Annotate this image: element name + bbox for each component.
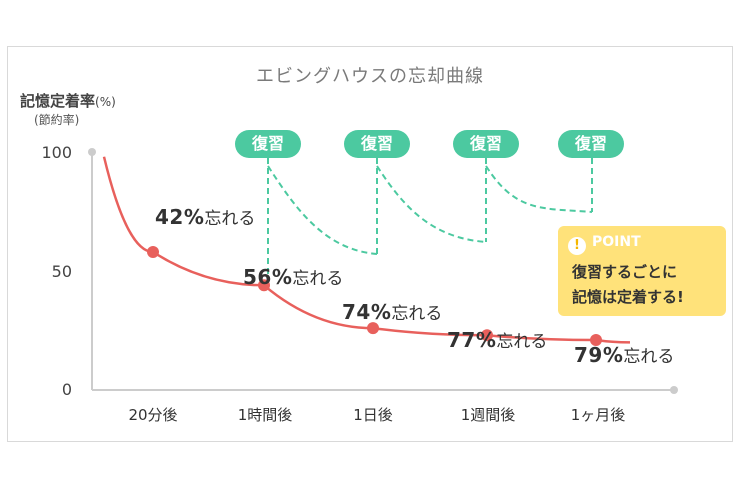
exclamation-icon: ! — [568, 237, 586, 255]
data-point-4 — [481, 329, 493, 342]
point-callout: ! POINT 復習するごとに 記憶は定着する! — [558, 226, 726, 316]
x-tick-1hour: 1時間後 — [237, 406, 293, 424]
forget-text-5: 忘れる — [623, 347, 675, 367]
review-dashed-curve-3 — [485, 165, 593, 213]
point-line-1: 復習するごとに — [572, 263, 678, 281]
forget-label-2: 56%忘れる — [243, 264, 343, 289]
x-tick-1month: 1ヶ月後 — [570, 406, 626, 424]
point-body: 復習するごとに 記憶は定着する! — [572, 260, 684, 310]
point-heading-text: POINT — [592, 234, 641, 250]
review-badge-3: 復習 — [453, 130, 519, 158]
x-tick-1day: 1日後 — [353, 406, 393, 424]
forget-label-5: 79%忘れる — [574, 342, 674, 367]
forget-label-1: 42%忘れる — [155, 204, 255, 229]
y-axis-end-dot — [88, 148, 96, 156]
y-axis-sublabel: (節約率) — [34, 113, 80, 127]
forget-pct-2: 56% — [243, 265, 293, 289]
x-tick-20min: 20分後 — [128, 406, 178, 424]
y-axis-label-text: 記憶定着率 — [20, 92, 96, 110]
review-badge-4: 復習 — [558, 130, 624, 158]
data-point-5 — [590, 334, 602, 347]
data-point-3 — [367, 322, 379, 335]
y-axis-unit: (%) — [95, 95, 116, 109]
forget-text-3: 忘れる — [391, 304, 443, 324]
forget-text-1: 忘れる — [204, 209, 256, 229]
forget-text-2: 忘れる — [292, 269, 344, 289]
forget-label-4: 77%忘れる — [447, 327, 547, 352]
review-dashed-curve-1 — [267, 165, 378, 255]
forget-pct-5: 79% — [574, 343, 624, 367]
y-tick-100: 100 — [41, 143, 72, 162]
data-point-2 — [258, 279, 270, 292]
data-point-1 — [147, 245, 159, 258]
y-tick-0: 0 — [61, 380, 72, 399]
forget-pct-4: 77% — [447, 328, 497, 352]
y-axis-label: 記憶定着率(%) — [20, 90, 116, 111]
x-tick-1week: 1週間後 — [460, 406, 516, 424]
point-heading: ! POINT — [568, 234, 641, 255]
point-line-2: 記憶は定着する! — [572, 288, 684, 306]
review-badge-2: 復習 — [344, 130, 410, 158]
x-axis-end-dot — [670, 386, 678, 394]
forget-pct-3: 74% — [342, 300, 392, 324]
review-badge-1: 復習 — [235, 130, 301, 158]
forget-pct-1: 42% — [155, 205, 205, 229]
forget-text-4: 忘れる — [496, 332, 548, 352]
forget-label-3: 74%忘れる — [342, 299, 442, 324]
review-dashed-curve-2 — [376, 165, 487, 243]
y-tick-50: 50 — [51, 262, 72, 281]
chart-title: エビングハウスの忘却曲線 — [256, 66, 484, 87]
